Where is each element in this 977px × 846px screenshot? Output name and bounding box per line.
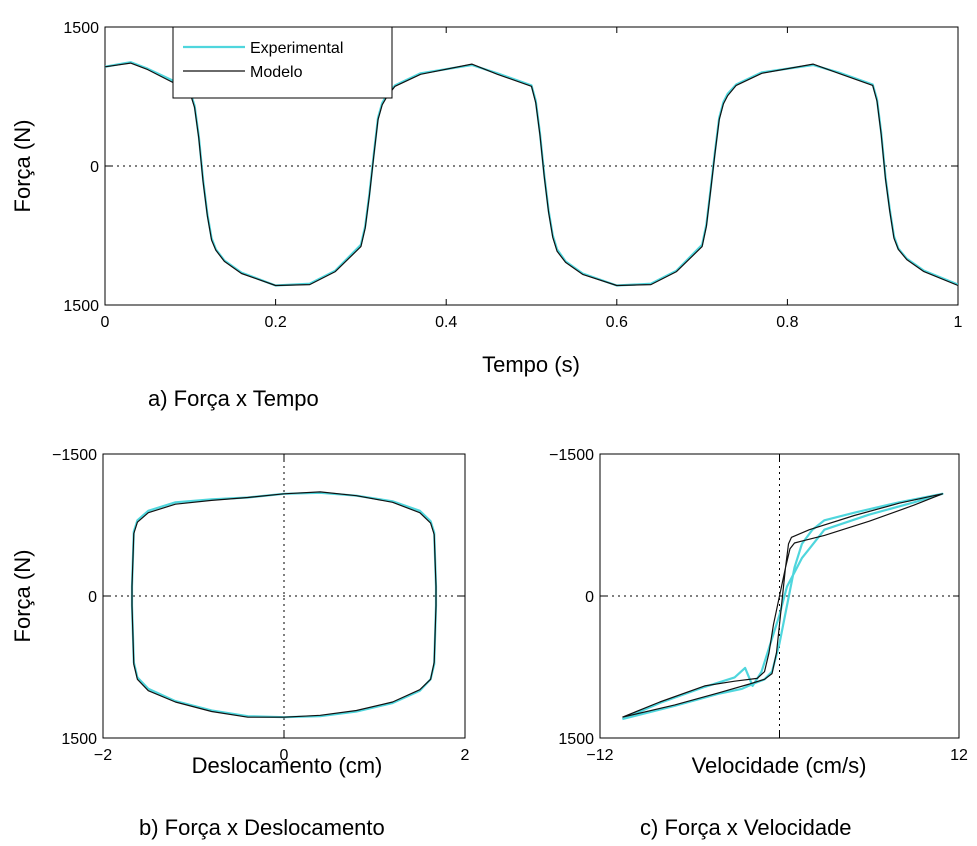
x-tick-label: 0.2: [264, 314, 286, 331]
panel-caption: b) Força x Deslocamento: [139, 815, 385, 840]
legend: Experimental Modelo: [172, 26, 393, 99]
x-tick-label: 0: [280, 747, 289, 764]
y-tick-label: 1500: [63, 298, 99, 315]
y-tick-label: 1500: [63, 20, 99, 37]
x-tick-label: 0.6: [606, 314, 628, 331]
panel-force-vs-displacement: −2 0 2 1500 0 −1500 Deslocamento (cm) Força (N)…: [10, 447, 470, 840]
x-tick-label: 0: [101, 314, 110, 331]
x-tick-label: 2: [461, 747, 470, 764]
y-tick-label: 0: [585, 589, 594, 606]
y-tick-label: −1500: [549, 447, 594, 464]
x-tick-label: 0.8: [776, 314, 798, 331]
series-line-modelo: [131, 491, 437, 718]
x-tick-label: 12: [950, 747, 968, 764]
y-tick-label: 1500: [61, 731, 97, 748]
y-axis-title: Força (N): [10, 550, 35, 643]
series-line-modelo: [105, 62, 958, 287]
panel-force-vs-velocity: −12 12 1500 0 −1500 Velocidade (cm/s) c) Força…: [549, 447, 968, 840]
panel-caption: c) Força x Velocidade: [640, 815, 852, 840]
y-tick-label: 0: [88, 589, 97, 606]
y-tick-label: 1500: [558, 731, 594, 748]
y-axis-title: Força (N): [10, 120, 35, 213]
panel-caption: a) Força x Tempo: [148, 386, 319, 411]
x-axis-title: Deslocamento (cm): [192, 753, 383, 778]
legend-label-experimental: Experimental: [250, 40, 343, 57]
x-tick-label: −12: [586, 747, 613, 764]
y-tick-label: −1500: [52, 447, 97, 464]
x-axis-title: Velocidade (cm/s): [692, 753, 867, 778]
series-line-modelo: [622, 493, 944, 718]
x-axis-title: Tempo (s): [482, 352, 580, 377]
y-tick-label: 0: [90, 159, 99, 176]
x-tick-label: 0.4: [435, 314, 457, 331]
x-tick-label: −2: [94, 747, 112, 764]
legend-box: [172, 26, 393, 99]
legend-label-modelo: Modelo: [250, 64, 303, 81]
x-tick-label: 1: [954, 314, 963, 331]
